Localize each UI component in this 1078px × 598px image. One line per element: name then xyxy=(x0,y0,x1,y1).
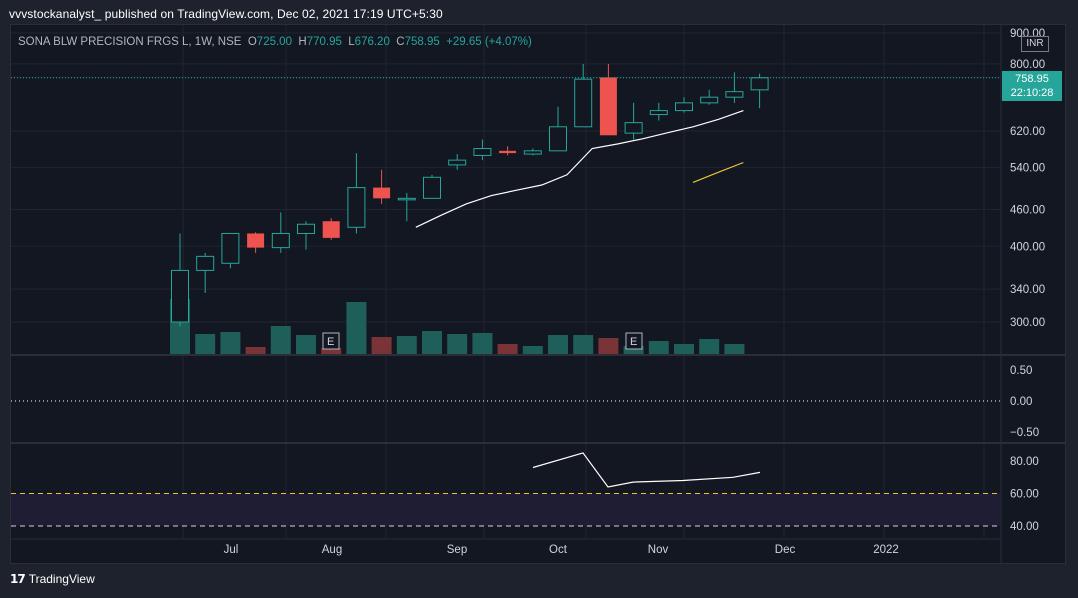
moving-average-line xyxy=(692,161,744,183)
volume-bar xyxy=(346,302,367,354)
candle-body-up xyxy=(700,96,719,104)
time-tick-label: 2022 xyxy=(873,544,899,556)
volume-bar xyxy=(321,348,342,354)
price-tick-label: 300.00 xyxy=(1010,317,1045,329)
legend-low-value: 676.20 xyxy=(354,36,390,48)
volume-bar xyxy=(724,344,745,354)
legend-low-label: L xyxy=(348,36,355,48)
volume-bar xyxy=(648,341,669,354)
volume-bar xyxy=(699,339,720,354)
candle-body-up xyxy=(523,150,542,155)
price-tick-label: 620.00 xyxy=(1010,126,1045,138)
rsi-tick-label: 40.00 xyxy=(1010,521,1039,533)
volume-bar xyxy=(245,347,266,354)
candle-body-up xyxy=(473,148,492,156)
earnings-marker-box xyxy=(625,332,643,350)
oscillator-tick-label: 0.50 xyxy=(1010,365,1032,377)
earnings-marker-label: E xyxy=(630,336,637,348)
candle-body-up xyxy=(397,197,416,201)
volume-bar xyxy=(674,344,694,354)
time-tick-label: Sep xyxy=(447,544,467,556)
candle-body-down xyxy=(247,233,265,248)
publisher-line: vvvstockanalyst_ published on TradingVie… xyxy=(9,7,443,21)
rsi-line xyxy=(532,452,761,488)
earnings-marker-box xyxy=(322,332,340,350)
candle-body-up xyxy=(750,77,769,91)
candle-body-up xyxy=(649,110,668,116)
volume-bar xyxy=(220,332,241,354)
symbol-legend: SONA BLW PRECISION FRGS L, 1W, NSE O725.… xyxy=(18,36,532,48)
time-tick-label: Oct xyxy=(549,544,568,556)
candle-body-up xyxy=(221,232,240,264)
candle-body-up xyxy=(297,223,315,234)
candle-body-up xyxy=(675,102,693,112)
oscillator-tick-label: −0.50 xyxy=(1010,427,1039,439)
candle-body-up xyxy=(549,126,567,152)
candle-body-up xyxy=(624,122,643,134)
candle-body-down xyxy=(322,221,340,238)
rsi-tick-label: 60.00 xyxy=(1010,489,1039,501)
volume-bar xyxy=(623,346,644,354)
rsi-tick-label: 80.00 xyxy=(1010,456,1039,468)
candle-body-up xyxy=(271,232,290,249)
candle-body-up xyxy=(725,91,744,98)
volume-bar xyxy=(548,335,568,354)
legend-high-value: 770.95 xyxy=(306,36,342,48)
legend-symbol: SONA BLW PRECISION FRGS L, 1W, NSE xyxy=(18,36,242,48)
candle-body-up xyxy=(347,187,366,228)
price-tick-label: 400.00 xyxy=(1010,241,1045,253)
time-tick-label: Nov xyxy=(648,544,669,556)
time-tick-label: Aug xyxy=(322,544,342,556)
tradingview-logo-icon: 17 xyxy=(10,572,26,586)
moving-average-line xyxy=(415,110,744,228)
price-tick-label: 340.00 xyxy=(1010,284,1045,296)
volume-bar xyxy=(270,326,291,354)
volume-bar xyxy=(472,333,493,354)
volume-bar xyxy=(195,334,216,354)
volume-bar xyxy=(497,344,518,354)
candle-body-up xyxy=(423,176,441,199)
legend-open-value: 725.00 xyxy=(256,36,292,48)
candle-body-up xyxy=(448,159,467,166)
volume-bar xyxy=(447,334,468,354)
legend-change: +29.65 (+4.07%) xyxy=(446,36,532,48)
price-tick-label: 800.00 xyxy=(1010,59,1045,71)
time-tick-label: Dec xyxy=(775,544,796,556)
candle-body-down xyxy=(599,77,617,136)
tradingview-logo[interactable]: 17 TradingView xyxy=(10,572,95,586)
volume-bar xyxy=(371,337,392,354)
volume-bar xyxy=(422,331,442,354)
earnings-marker-label: E xyxy=(327,336,334,348)
bar-countdown: 22:10:28 xyxy=(1010,87,1054,99)
candle-body-up xyxy=(574,78,593,128)
volume-bar xyxy=(598,338,619,354)
volume-bar xyxy=(396,336,417,354)
candle-body-up xyxy=(171,269,189,323)
legend-high-label: H xyxy=(298,36,307,48)
volume-bar xyxy=(573,335,594,354)
currency-badge[interactable]: INR xyxy=(1021,36,1049,52)
volume-bar xyxy=(296,335,316,354)
price-tick-label: 540.00 xyxy=(1010,162,1045,174)
legend-close-value: 758.95 xyxy=(404,36,440,48)
legend-open-label: O xyxy=(247,36,257,48)
last-price-badge: 758.95 22:10:28 xyxy=(1002,71,1062,101)
last-price-value: 758.95 xyxy=(1015,73,1049,85)
legend-close-label: C xyxy=(396,36,405,48)
candle-body-down xyxy=(373,187,391,199)
tradingview-brand: TradingView xyxy=(28,572,95,586)
candle-body-down xyxy=(499,150,517,154)
candle-body-up xyxy=(196,255,215,271)
volume-bar xyxy=(522,346,543,354)
oscillator-tick-label: 0.00 xyxy=(1010,396,1032,408)
price-tick-label: 460.00 xyxy=(1010,205,1045,217)
time-tick-label: Jul xyxy=(224,544,239,556)
rsi-band xyxy=(11,493,1000,526)
